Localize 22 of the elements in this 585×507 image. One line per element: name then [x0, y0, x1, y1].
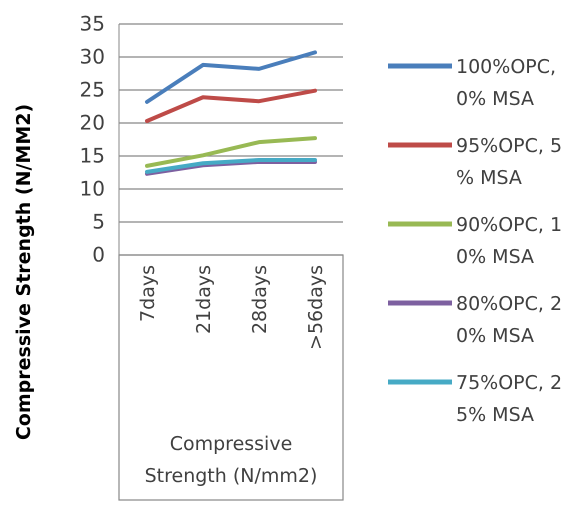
x-tick-label: 7days [137, 265, 159, 322]
x-tick-label: 21days [193, 265, 215, 334]
y-tick-label: 5 [92, 209, 105, 234]
y-tick-label: 25 [80, 77, 105, 102]
legend-label: 75%OPC, 25% MSA [456, 372, 562, 426]
legend-label: 90%OPC, 10% MSA [456, 214, 562, 268]
line-series [145, 136, 317, 168]
y-tick-label: 35 [80, 11, 105, 36]
legend-label: 80%OPC, 20% MSA [456, 293, 562, 347]
y-tick-label: 20 [80, 110, 105, 134]
x-axis-title: Compressive Strength (N/mm2) [144, 433, 318, 487]
y-axis-title: Compressive Strength (N/MM2) [13, 104, 35, 440]
y-tick-label: 30 [80, 44, 105, 68]
x-tick-label: >56days [305, 265, 327, 350]
legend-label: 95%OPC, 5% MSA [456, 135, 562, 189]
y-tick-label: 0 [92, 242, 105, 266]
line-series [145, 88, 317, 124]
x-tick-label: 28days [249, 265, 271, 334]
legend-label: 100%OPC, 0% MSA [456, 56, 562, 110]
line-series [145, 50, 317, 104]
y-tick-label: 15 [80, 143, 105, 168]
y-tick-label: 10 [80, 176, 105, 200]
